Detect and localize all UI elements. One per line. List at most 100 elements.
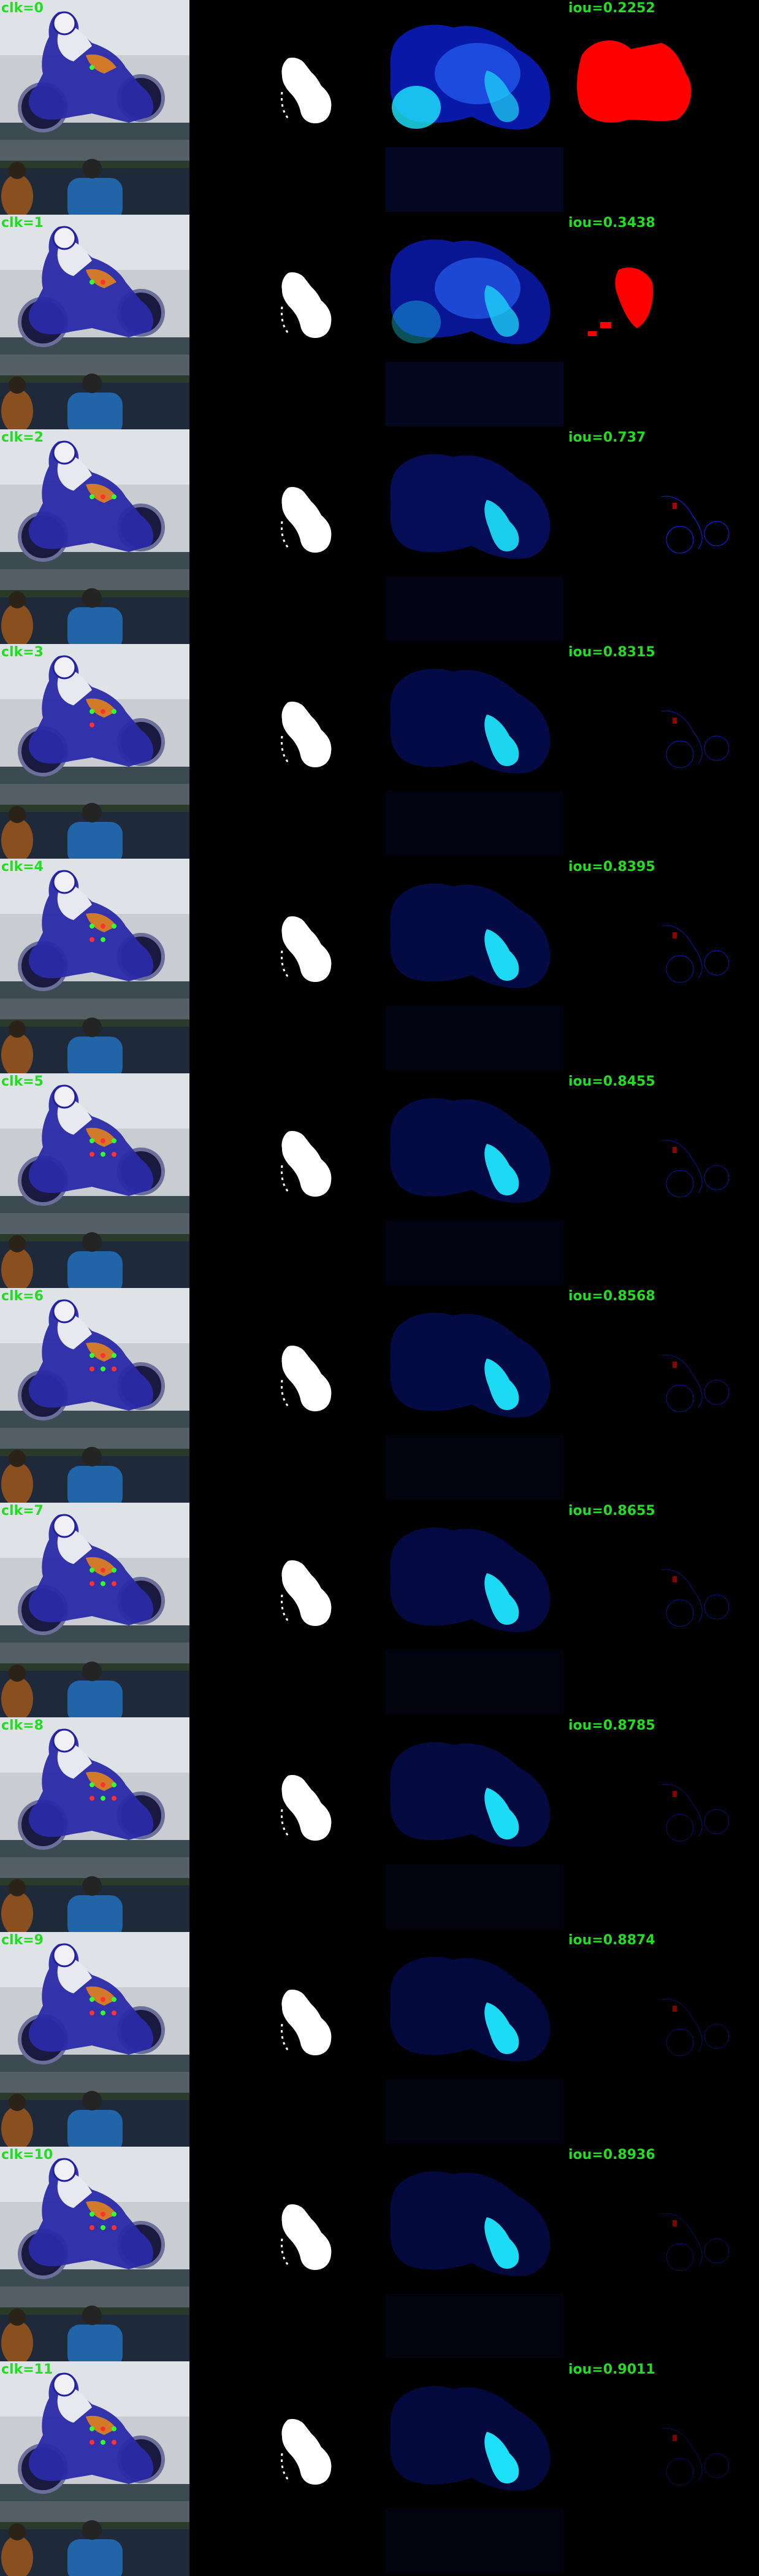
input-image: [0, 215, 189, 429]
ground-truth-panel: [190, 1932, 380, 2147]
probability-map-panel: [380, 1073, 569, 1288]
iou-label: iou=0.8315: [568, 645, 655, 660]
error-map-panel: [570, 2147, 759, 2361]
error-map: [570, 0, 759, 215]
ground-truth-mask: [190, 1073, 380, 1288]
ground-truth-panel: [190, 0, 380, 215]
result-row: clk=8 iou=0.8785: [0, 1717, 759, 1932]
ground-truth-mask: [190, 859, 380, 1073]
result-row: clk=1 iou=0.3438: [0, 215, 759, 429]
click-count-label: clk=4: [1, 859, 44, 875]
probability-map-panel: [380, 859, 569, 1073]
probability-map-panel: [380, 1717, 569, 1932]
error-map-panel: [570, 1932, 759, 2147]
probability-map-panel: [380, 1503, 569, 1717]
probability-map-panel: [380, 644, 569, 859]
click-count-label: clk=10: [1, 2147, 53, 2163]
probability-map: [380, 2147, 569, 2361]
iou-label: iou=0.8455: [568, 1074, 655, 1089]
click-count-label: clk=9: [1, 1933, 44, 1948]
error-map-panel: [570, 859, 759, 1073]
probability-map: [380, 1503, 569, 1717]
ground-truth-mask: [190, 429, 380, 644]
input-image-panel: [0, 215, 189, 429]
input-image-panel: [0, 1288, 189, 1503]
ground-truth-mask: [190, 1717, 380, 1932]
input-image-panel: [0, 2361, 189, 2576]
iou-label: iou=0.8395: [568, 859, 655, 875]
error-map-panel: [570, 215, 759, 429]
iou-label: iou=0.8655: [568, 1503, 655, 1519]
iou-label: iou=0.737: [568, 430, 646, 445]
probability-map-panel: [380, 215, 569, 429]
ground-truth-mask: [190, 2147, 380, 2361]
iou-label: iou=0.3438: [568, 215, 655, 231]
result-row: clk=7 iou=0.8655: [0, 1503, 759, 1717]
error-map: [570, 644, 759, 859]
result-row: clk=0 iou=0.2252: [0, 0, 759, 215]
iou-label: iou=0.8785: [568, 1718, 655, 1733]
ground-truth-mask: [190, 215, 380, 429]
click-count-label: clk=7: [1, 1503, 44, 1519]
iou-label: iou=0.2252: [568, 1, 655, 16]
probability-map-panel: [380, 1288, 569, 1503]
ground-truth-mask: [190, 0, 380, 215]
input-image: [0, 1288, 189, 1503]
probability-map: [380, 644, 569, 859]
input-image-panel: [0, 2147, 189, 2361]
result-row: clk=2 iou=0.737: [0, 429, 759, 644]
ground-truth-mask: [190, 1288, 380, 1503]
error-map-panel: [570, 1073, 759, 1288]
iou-label: iou=0.8568: [568, 1289, 655, 1304]
click-count-label: clk=5: [1, 1074, 44, 1089]
result-row: clk=4 iou=0.8395: [0, 859, 759, 1073]
ground-truth-mask: [190, 1932, 380, 2147]
click-count-label: clk=2: [1, 430, 44, 445]
input-image-panel: [0, 1073, 189, 1288]
ground-truth-panel: [190, 2361, 380, 2576]
probability-map: [380, 1288, 569, 1503]
input-image-panel: [0, 1717, 189, 1932]
error-map: [570, 1503, 759, 1717]
ground-truth-panel: [190, 1288, 380, 1503]
error-map: [570, 2147, 759, 2361]
click-count-label: clk=1: [1, 215, 44, 231]
error-map: [570, 859, 759, 1073]
result-row: clk=10 iou=0.8936: [0, 2147, 759, 2361]
ground-truth-panel: [190, 2147, 380, 2361]
result-row: clk=11 iou=0.9011: [0, 2361, 759, 2576]
input-image: [0, 0, 189, 215]
error-map-panel: [570, 429, 759, 644]
iou-label: iou=0.8874: [568, 1933, 655, 1948]
click-count-label: clk=3: [1, 645, 44, 660]
probability-map-panel: [380, 2361, 569, 2576]
input-image: [0, 859, 189, 1073]
probability-map: [380, 1932, 569, 2147]
probability-map: [380, 429, 569, 644]
click-count-label: clk=11: [1, 2362, 53, 2377]
input-image: [0, 429, 189, 644]
probability-map: [380, 0, 569, 215]
input-image-panel: [0, 1503, 189, 1717]
click-count-label: clk=8: [1, 1718, 44, 1733]
error-map: [570, 2361, 759, 2576]
result-row: clk=5 iou=0.8455: [0, 1073, 759, 1288]
ground-truth-panel: [190, 215, 380, 429]
click-count-label: clk=0: [1, 1, 44, 16]
ground-truth-panel: [190, 1073, 380, 1288]
error-map-panel: [570, 1503, 759, 1717]
error-map: [570, 1717, 759, 1932]
probability-map: [380, 2361, 569, 2576]
input-image: [0, 644, 189, 859]
error-map-panel: [570, 1717, 759, 1932]
probability-map-panel: [380, 0, 569, 215]
iou-label: iou=0.8936: [568, 2147, 655, 2163]
ground-truth-panel: [190, 429, 380, 644]
input-image: [0, 1717, 189, 1932]
input-image: [0, 1503, 189, 1717]
error-map-panel: [570, 644, 759, 859]
probability-map: [380, 1073, 569, 1288]
probability-map: [380, 1717, 569, 1932]
probability-map-panel: [380, 429, 569, 644]
click-count-label: clk=6: [1, 1289, 44, 1304]
